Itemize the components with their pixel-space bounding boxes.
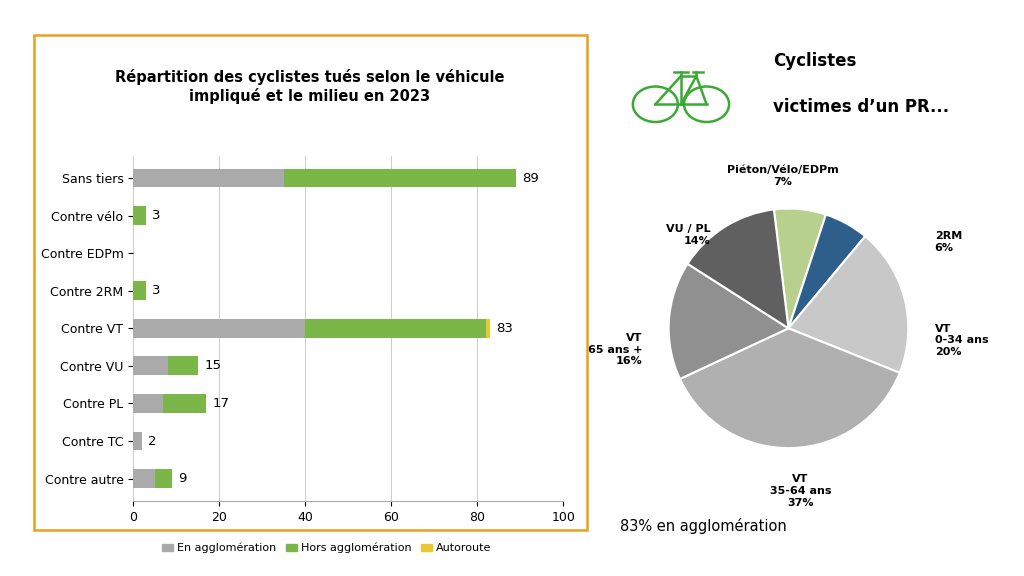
Bar (133, 281, 146, 300)
Bar (168, 357, 198, 376)
Text: victimes d’un PR...: victimes d’un PR... (773, 98, 949, 116)
Bar (133, 206, 146, 225)
Bar (133, 394, 163, 413)
Text: VT
0-34 ans
20%: VT 0-34 ans 20% (935, 324, 988, 357)
Text: 15: 15 (204, 359, 221, 373)
Wedge shape (687, 210, 788, 328)
Wedge shape (774, 209, 826, 328)
Bar (155, 469, 172, 488)
Wedge shape (788, 236, 908, 373)
Text: VU / PL
14%: VU / PL 14% (666, 224, 711, 246)
Text: 2: 2 (148, 434, 157, 448)
Text: VT
35-64 ans
37%: VT 35-64 ans 37% (770, 475, 831, 507)
Text: Répartition des cyclistes tués selon le véhicule
impliqué et le milieu en 2023: Répartition des cyclistes tués selon le … (115, 69, 505, 104)
Legend: En agglomération, Hors agglomération, Autoroute: En agglomération, Hors agglomération, Au… (158, 539, 496, 558)
Text: 89: 89 (522, 172, 539, 184)
Text: 3: 3 (153, 209, 161, 222)
Bar (133, 469, 155, 488)
Wedge shape (788, 214, 865, 328)
Bar (163, 394, 206, 413)
Text: 83% en agglomération: 83% en agglomération (620, 518, 786, 535)
Text: 17: 17 (213, 397, 229, 410)
Bar (485, 319, 490, 338)
Text: 83: 83 (497, 322, 513, 335)
Bar (133, 319, 305, 338)
Text: 9: 9 (178, 472, 186, 485)
Text: Piéton/Vélo/EDPm
7%: Piéton/Vélo/EDPm 7% (727, 165, 839, 187)
Text: VT
65 ans +
16%: VT 65 ans + 16% (588, 334, 642, 366)
Text: 3: 3 (153, 284, 161, 297)
Bar (133, 431, 141, 450)
Bar (305, 319, 485, 338)
Wedge shape (669, 264, 788, 379)
Wedge shape (680, 328, 900, 448)
Bar (133, 169, 284, 187)
Bar (284, 169, 516, 187)
Text: 2RM
6%: 2RM 6% (935, 231, 962, 253)
Bar (133, 357, 168, 376)
Text: Cyclistes: Cyclistes (773, 52, 856, 70)
